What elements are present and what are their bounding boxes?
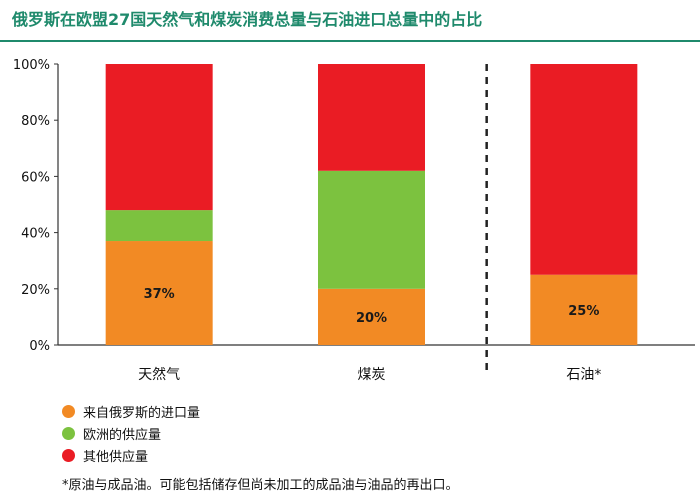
y-tick-label: 0% [29,339,50,354]
x-tick-label: 石油* [566,367,601,383]
footnote: *原油与成品油。可能包括储存但尚未加工的成品油与油品的再出口。 [62,478,459,493]
bar-data-label: 20% [356,311,387,326]
legend-swatch-russia [62,404,75,418]
chart-title: 俄罗斯在欧盟27国天然气和煤炭消费总量与石油进口总量中的占比 [12,10,483,29]
title-rule [0,40,700,42]
bar-segment [530,274,638,345]
x-tick-label: 天然气 [138,366,180,383]
legend-label-other: 其他供应量 [83,449,149,465]
bar-segment [318,64,425,171]
bar-data-label: 37% [144,287,175,302]
legend-label-russia: 来自俄罗斯的进口量 [83,405,201,421]
bar-data-label: 25% [568,304,599,319]
legend-item-russia: 来自俄罗斯的进口量 [62,400,200,422]
bar-segment [105,241,213,345]
legend-item-other: 其他供应量 [62,444,200,466]
x-tick-label: 煤炭 [358,367,386,383]
legend-swatch-eu [62,426,75,440]
legend: 来自俄罗斯的进口量 欧洲的供应量 其他供应量 [62,400,200,466]
legend-item-eu: 欧洲的供应量 [62,422,200,444]
stacked-bar-chart: 0% 20% 40% 60% 80% 100% 37% 天然气 20% 煤炭 25% 石油* [13,58,695,383]
legend-label-eu: 欧洲的供应量 [83,427,162,443]
y-tick-label: 40% [21,227,50,242]
bar-segment [318,288,425,345]
bar-segment [318,170,425,289]
y-tick-label: 100% [13,58,50,73]
bar-segment [105,210,213,242]
legend-swatch-other [62,448,75,462]
bar-segment [105,64,213,211]
y-tick-label: 60% [21,170,50,185]
bar-segment [530,64,638,275]
y-tick-label: 80% [21,114,50,129]
y-tick-label: 20% [21,283,50,298]
